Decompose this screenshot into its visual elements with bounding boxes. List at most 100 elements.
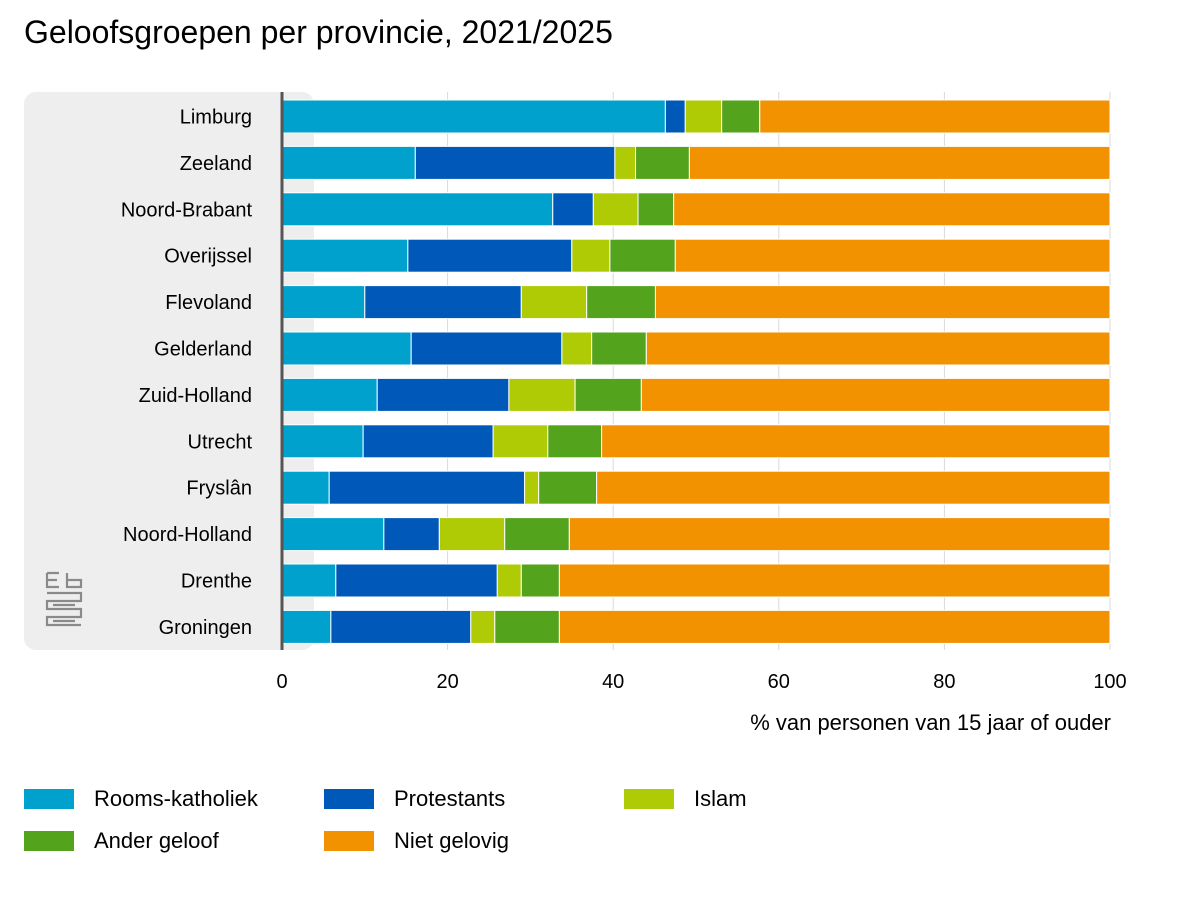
bar-segment bbox=[609, 238, 676, 273]
x-tick-label: 40 bbox=[602, 671, 624, 693]
legend-swatch bbox=[324, 831, 374, 851]
bars bbox=[281, 99, 1111, 644]
legend-label: Niet gelovig bbox=[394, 828, 509, 853]
bar-segment bbox=[470, 609, 496, 644]
legend: Rooms-katholiek Protestants Islam Ander gel… bbox=[24, 786, 1124, 876]
category-label: Zeeland bbox=[180, 153, 252, 175]
bar-segment bbox=[592, 192, 639, 227]
bar-segment bbox=[586, 285, 656, 320]
bar-segment bbox=[547, 424, 603, 459]
bar-segment bbox=[538, 470, 598, 505]
bar-segment bbox=[637, 192, 675, 227]
category-label: Drenthe bbox=[181, 571, 252, 593]
bar-segment bbox=[494, 609, 560, 644]
bar-segment bbox=[688, 145, 1111, 180]
bar-segment bbox=[524, 470, 540, 505]
bar-segment bbox=[571, 238, 611, 273]
x-axis-label: % van personen van 15 jaar of ouder bbox=[750, 710, 1111, 735]
legend-item: Protestants bbox=[324, 786, 505, 812]
cbs-logo-icon bbox=[45, 571, 83, 627]
category-labels: Limburg Zeeland Noord-Brabant Overijssel Fle… bbox=[121, 107, 253, 639]
bar-segment bbox=[508, 377, 576, 412]
bar-segment bbox=[492, 424, 549, 459]
bar-segment bbox=[335, 563, 498, 598]
legend-label: Rooms-katholiek bbox=[94, 786, 258, 811]
bar-segment bbox=[496, 563, 522, 598]
bar-segment bbox=[281, 285, 366, 320]
bar-segment bbox=[558, 563, 1111, 598]
bar-segment bbox=[596, 470, 1111, 505]
gridlines bbox=[447, 92, 1111, 650]
bar-segment bbox=[281, 470, 330, 505]
bar-segment bbox=[438, 517, 506, 552]
bar-segment bbox=[591, 331, 647, 366]
x-tick-label: 80 bbox=[933, 671, 955, 693]
bar-segment bbox=[376, 377, 510, 412]
bar-segment bbox=[552, 192, 594, 227]
x-tick-label: 20 bbox=[436, 671, 458, 693]
legend-swatch bbox=[624, 789, 674, 809]
legend-swatch bbox=[324, 789, 374, 809]
bar-segment bbox=[281, 192, 554, 227]
legend-item: Niet gelovig bbox=[324, 828, 509, 854]
bar-segment bbox=[328, 470, 526, 505]
bar-segment bbox=[414, 145, 616, 180]
bar-segment bbox=[674, 238, 1111, 273]
bar-segment bbox=[504, 517, 570, 552]
bar-segment bbox=[410, 331, 563, 366]
bar-segment bbox=[281, 517, 385, 552]
bar-segment bbox=[721, 99, 761, 134]
bar-segment bbox=[759, 99, 1111, 134]
bar-segment bbox=[684, 99, 723, 134]
legend-swatch bbox=[24, 789, 74, 809]
legend-item: Ander geloof bbox=[24, 828, 219, 854]
x-tick-label: 0 bbox=[276, 671, 287, 693]
bar-segment bbox=[281, 609, 332, 644]
bar-segment bbox=[281, 238, 409, 273]
legend-label: Islam bbox=[694, 786, 747, 811]
bar-segment bbox=[640, 377, 1111, 412]
bar-segment bbox=[281, 331, 412, 366]
category-label: Utrecht bbox=[188, 431, 253, 453]
bar-segment bbox=[568, 517, 1111, 552]
chart-area: Limburg Zeeland Noord-Brabant Overijssel Fle… bbox=[24, 92, 1127, 735]
bar-segment bbox=[281, 424, 364, 459]
bar-segment bbox=[635, 145, 690, 180]
bar-segment bbox=[520, 563, 560, 598]
x-tick-labels: 0 20 40 60 80 100 bbox=[276, 671, 1126, 693]
category-label: Flevoland bbox=[165, 292, 252, 314]
category-panel bbox=[24, 92, 314, 650]
category-label: Zuid-Holland bbox=[139, 385, 252, 407]
bar-segment bbox=[362, 424, 494, 459]
bar-segment bbox=[520, 285, 588, 320]
category-label: Groningen bbox=[159, 617, 252, 639]
bar-segment bbox=[364, 285, 522, 320]
bar-segment bbox=[561, 331, 593, 366]
category-label: Gelderland bbox=[154, 339, 252, 361]
legend-item: Rooms-katholiek bbox=[24, 786, 258, 812]
bar-segment bbox=[281, 563, 337, 598]
x-tick-label: 60 bbox=[768, 671, 790, 693]
legend-label: Ander geloof bbox=[94, 828, 219, 853]
bar-segment bbox=[574, 377, 642, 412]
bar-segment bbox=[614, 145, 637, 180]
category-label: Noord-Holland bbox=[123, 524, 252, 546]
bar-segment bbox=[281, 99, 666, 134]
category-label: Overijssel bbox=[164, 246, 252, 268]
bar-segment bbox=[558, 609, 1111, 644]
bar-segment bbox=[407, 238, 573, 273]
x-tick-label: 100 bbox=[1093, 671, 1126, 693]
category-label: Noord-Brabant bbox=[121, 199, 253, 221]
legend-swatch bbox=[24, 831, 74, 851]
bar-segment bbox=[383, 517, 440, 552]
bar-segment bbox=[281, 145, 416, 180]
chart-title: Geloofsgroepen per provincie, 2021/2025 bbox=[24, 14, 613, 50]
category-label: Fryslân bbox=[186, 478, 252, 500]
legend-label: Protestants bbox=[394, 786, 506, 811]
bar-segment bbox=[601, 424, 1111, 459]
legend-item: Islam bbox=[624, 786, 747, 812]
bar-segment bbox=[330, 609, 472, 644]
category-label: Limburg bbox=[180, 107, 252, 129]
bar-segment bbox=[673, 192, 1111, 227]
bar-segment bbox=[645, 331, 1111, 366]
